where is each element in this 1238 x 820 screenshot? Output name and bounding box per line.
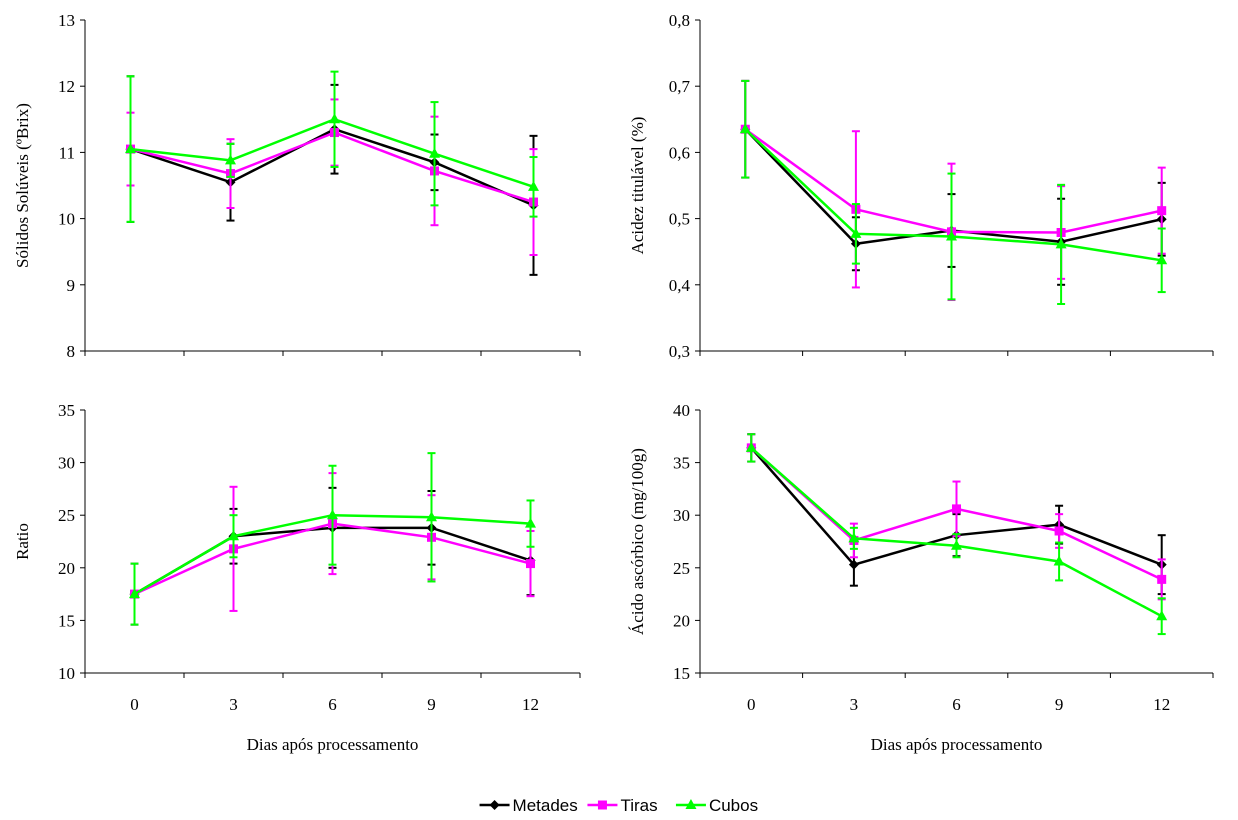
legend: Metades Tiras Cubos [479, 796, 758, 815]
data-point [125, 143, 136, 154]
series-cubos [745, 433, 1168, 636]
y-tick-label: 25 [58, 506, 75, 525]
series-line [744, 128, 1162, 246]
legend-marker [685, 799, 697, 809]
series-tiras [746, 433, 1167, 601]
legend-label: Cubos [709, 796, 758, 815]
legend-item-cubos: Cubos [675, 796, 758, 815]
data-point [850, 227, 862, 238]
y-tick-label: 20 [673, 611, 690, 630]
series-cubos [125, 70, 539, 223]
chart-panel-4: 15 20 25 30 35 40 0 3 6 9 12 Dias após processament… [628, 401, 1214, 754]
data-point [225, 154, 236, 165]
legend-item-metades: Metades [479, 796, 578, 815]
y-tick-label: 40 [673, 401, 690, 420]
y-tick-label: 0,8 [669, 11, 690, 30]
x-axis-title: Dias após processamento [247, 735, 419, 754]
data-point [1157, 574, 1167, 584]
data-point [526, 559, 535, 569]
legend-label: Tiras [620, 796, 657, 815]
chart-panel-2: 0,3 0,4 0,5 0,6 0,7 0,8 Acidez titulável (%) [628, 11, 1214, 361]
series-cubos [129, 452, 536, 626]
data-point [1156, 254, 1168, 265]
series-line [744, 128, 1162, 234]
x-tick-label: 9 [1055, 695, 1064, 714]
y-tick-label: 9 [67, 276, 76, 295]
y-tick-label: 0,5 [669, 210, 690, 229]
x-tick-label: 12 [1153, 695, 1170, 714]
x-tick-label: 9 [427, 695, 436, 714]
data-point [426, 511, 437, 522]
x-tick-label: 0 [747, 695, 756, 714]
y-tick-label: 25 [673, 559, 690, 578]
y-tick-label: 15 [673, 664, 690, 683]
data-point [745, 441, 757, 452]
y-tick-label: 12 [58, 77, 75, 96]
data-point [1157, 206, 1167, 216]
y-tick-label: 30 [673, 506, 690, 525]
y-axis-title: Ratio [13, 523, 32, 560]
y-tick-label: 30 [58, 454, 75, 473]
y-tick-label: 0,7 [669, 77, 691, 96]
y-tick-label: 35 [58, 401, 75, 420]
y-tick-label: 8 [67, 342, 76, 361]
data-point [327, 509, 338, 520]
data-point [1055, 238, 1067, 249]
legend-marker [489, 800, 500, 810]
data-point [429, 147, 440, 158]
y-tick-label: 35 [673, 454, 690, 473]
data-point [228, 530, 239, 541]
series-metades [125, 75, 539, 276]
y-tick-label: 20 [58, 559, 75, 578]
data-point [952, 504, 961, 514]
series-metades [740, 79, 1167, 286]
chart-panel-1: 8 9 10 11 12 13 Sólidos Solúveis (ºBrix) [13, 11, 581, 361]
data-point [1053, 555, 1065, 566]
legend-marker [597, 800, 607, 810]
y-axis-title: Acidez titulável (%) [628, 117, 647, 255]
chart-panel-3: 10 15 20 25 30 35 0 3 6 9 12 Dias após processament… [13, 401, 581, 754]
data-point [1156, 610, 1168, 621]
data-point [525, 517, 536, 528]
y-tick-label: 0,3 [669, 342, 690, 361]
x-tick-label: 3 [850, 695, 859, 714]
y-tick-label: 15 [58, 611, 75, 630]
x-tick-label: 6 [328, 695, 337, 714]
x-axis-title: Dias após processamento [871, 735, 1043, 754]
data-point [739, 123, 751, 134]
y-tick-label: 11 [59, 143, 75, 162]
x-tick-label: 0 [130, 695, 139, 714]
data-point [329, 113, 340, 124]
y-axis-title: Sólidos Solúveis (ºBrix) [13, 103, 32, 268]
data-point [1054, 526, 1064, 536]
x-tick-label: 6 [952, 695, 961, 714]
data-point [951, 539, 962, 550]
y-tick-label: 10 [58, 210, 75, 229]
data-point [848, 559, 859, 570]
data-point [946, 230, 957, 241]
data-point [129, 588, 140, 599]
x-tick-label: 12 [522, 695, 539, 714]
x-tick-label: 3 [229, 695, 238, 714]
data-point [528, 180, 539, 191]
y-tick-label: 10 [58, 664, 75, 683]
legend-label: Metades [513, 796, 578, 815]
y-tick-label: 13 [58, 11, 75, 30]
series-cubos [739, 79, 1168, 305]
y-axis-title: Ácido ascórbico (mg/100g) [628, 448, 647, 635]
y-tick-label: 0,6 [669, 143, 690, 162]
y-tick-label: 0,4 [669, 276, 691, 295]
legend-item-tiras: Tiras [587, 796, 658, 815]
data-point [848, 532, 860, 543]
